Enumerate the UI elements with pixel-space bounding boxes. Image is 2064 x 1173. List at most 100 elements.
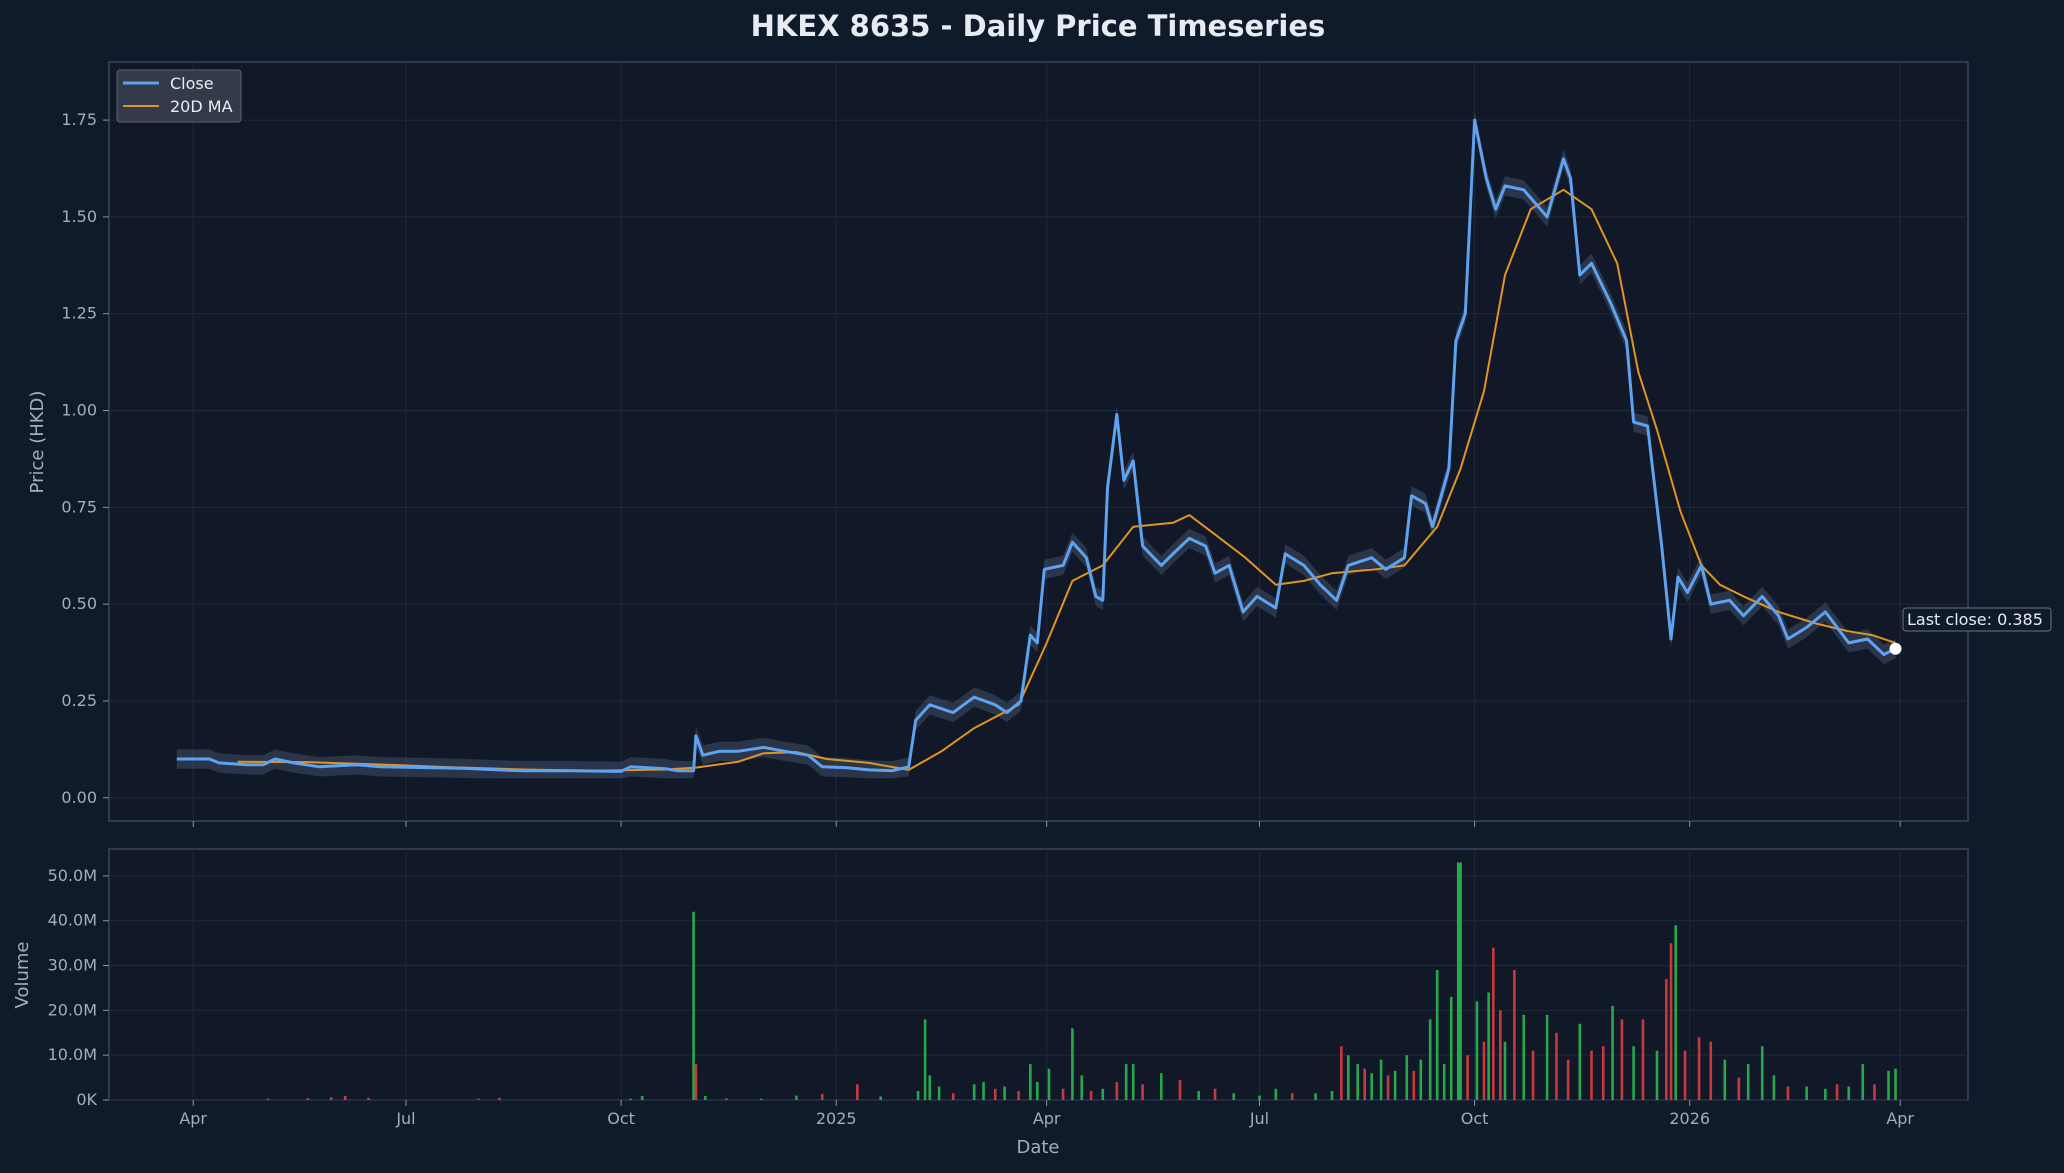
volume-bar: [1737, 1077, 1741, 1100]
price-lines: [176, 110, 1902, 779]
volume-bar: [1115, 1082, 1119, 1100]
volume-tick-label: 0K: [76, 1090, 97, 1109]
x-tick-label: 2026: [1669, 1109, 1710, 1128]
price-tick-label: 1.75: [61, 110, 97, 129]
price-tick-label: 0.75: [61, 497, 97, 516]
close-range-band: [176, 110, 1896, 779]
close-line: [176, 118, 1897, 773]
volume-bar: [1590, 1050, 1593, 1100]
volume-bar: [1370, 1073, 1374, 1100]
volume-bar: [1611, 1005, 1614, 1101]
legend: Close 20D MA: [116, 69, 242, 123]
volume-bar: [1723, 1059, 1727, 1100]
volume-axis-label: Volume: [12, 942, 33, 1009]
volume-bar: [1522, 1014, 1526, 1100]
volume-tick-label: 20.0M: [48, 1000, 97, 1019]
volume-bar: [1089, 1091, 1093, 1100]
volume-bar: [1601, 1046, 1605, 1100]
volume-bars: [266, 862, 1897, 1101]
volume-bar: [1459, 862, 1462, 1100]
x-tick-label: 2025: [816, 1109, 857, 1128]
volume-bar: [1697, 1037, 1701, 1100]
volume-bar: [1124, 1064, 1128, 1100]
annotation-box: [1902, 607, 2052, 632]
volume-bar: [1197, 1091, 1200, 1100]
price-grid: [109, 62, 1968, 821]
volume-tick-label: 30.0M: [48, 956, 97, 975]
volume-bar: [1232, 1093, 1236, 1100]
volume-bar: [1805, 1086, 1808, 1100]
volume-bar: [937, 1086, 941, 1100]
volume-bar: [629, 1098, 632, 1100]
volume-bar: [266, 1098, 270, 1100]
last-close-annotation: Last close: 0.385: [1902, 607, 2052, 632]
volume-bar: [1178, 1079, 1182, 1100]
volume-bar: [1786, 1086, 1790, 1100]
ma-line: [237, 188, 1896, 772]
volume-bar: [1513, 970, 1516, 1100]
x-tick-label: Apr: [1886, 1109, 1914, 1128]
volume-bar: [1555, 1032, 1558, 1100]
x-tick-label: Apr: [179, 1109, 207, 1128]
volume-bar: [1620, 1019, 1624, 1100]
price-tick-label: 0.50: [61, 594, 97, 613]
chart-title: HKEX 8635 - Daily Price Timeseries: [751, 9, 1326, 43]
price-tick-label: 1.00: [61, 401, 97, 420]
volume-bar: [1641, 1019, 1645, 1100]
volume-tick-label: 40.0M: [48, 911, 97, 930]
volume-bar: [1330, 1091, 1334, 1100]
volume-bar: [1887, 1070, 1890, 1100]
volume-bar: [1632, 1046, 1635, 1100]
volume-bar: [1578, 1023, 1582, 1100]
volume-bar: [1029, 1064, 1032, 1100]
volume-bar: [1379, 1059, 1383, 1100]
volume-bar: [1003, 1086, 1006, 1100]
x-tick-label: Oct: [1461, 1109, 1489, 1128]
volume-bar: [640, 1095, 644, 1100]
volume-bar: [1566, 1059, 1570, 1100]
x-ticks: Apr Jul Oct 2025 Apr Jul Oct 2026 Apr: [179, 821, 1914, 1128]
legend-close-label: Close: [170, 74, 214, 93]
volume-bar: [1428, 1019, 1432, 1100]
x-tick-label: Oct: [607, 1109, 635, 1128]
volume-bar: [1760, 1046, 1764, 1100]
volume-bar: [329, 1097, 333, 1100]
volume-bar: [928, 1075, 932, 1100]
volume-y-ticks: 0K 10.0M 20.0M 30.0M 40.0M 50.0M: [48, 866, 109, 1109]
volume-bar: [923, 1019, 927, 1100]
volume-bar: [1466, 1055, 1469, 1100]
volume-bar: [820, 1093, 824, 1100]
volume-bar: [1435, 970, 1439, 1100]
volume-bar: [1449, 996, 1453, 1100]
volume-bar: [993, 1088, 997, 1100]
volume-bar: [1340, 1046, 1343, 1100]
volume-bar: [1141, 1084, 1144, 1100]
volume-bar: [1047, 1068, 1051, 1101]
volume-bar: [972, 1084, 976, 1100]
volume-bar: [1475, 1001, 1479, 1100]
volume-bar: [916, 1091, 920, 1100]
volume-bar: [694, 1064, 698, 1100]
volume-bar: [1290, 1093, 1294, 1100]
volume-bar: [1412, 1070, 1416, 1100]
volume-tick-label: 10.0M: [48, 1045, 97, 1064]
volume-bar: [367, 1097, 370, 1100]
volume-bar: [1131, 1064, 1135, 1100]
volume-bar: [1456, 862, 1460, 1100]
price-axis-label: Price (HKD): [27, 391, 48, 494]
volume-bar: [1669, 943, 1673, 1101]
volume-bar: [306, 1098, 310, 1100]
volume-bar: [1101, 1088, 1105, 1100]
volume-bar: [1419, 1059, 1423, 1100]
volume-bar: [725, 1098, 728, 1100]
volume-bar: [1482, 1041, 1486, 1100]
volume-bar: [1386, 1075, 1390, 1100]
volume-bar: [703, 1095, 707, 1100]
legend-ma-label: 20D MA: [170, 97, 233, 116]
volume-bar: [951, 1093, 955, 1100]
volume-bar: [1824, 1088, 1827, 1100]
volume-bar: [1835, 1084, 1839, 1100]
volume-bar: [1017, 1091, 1020, 1100]
price-tick-label: 1.50: [61, 207, 97, 226]
